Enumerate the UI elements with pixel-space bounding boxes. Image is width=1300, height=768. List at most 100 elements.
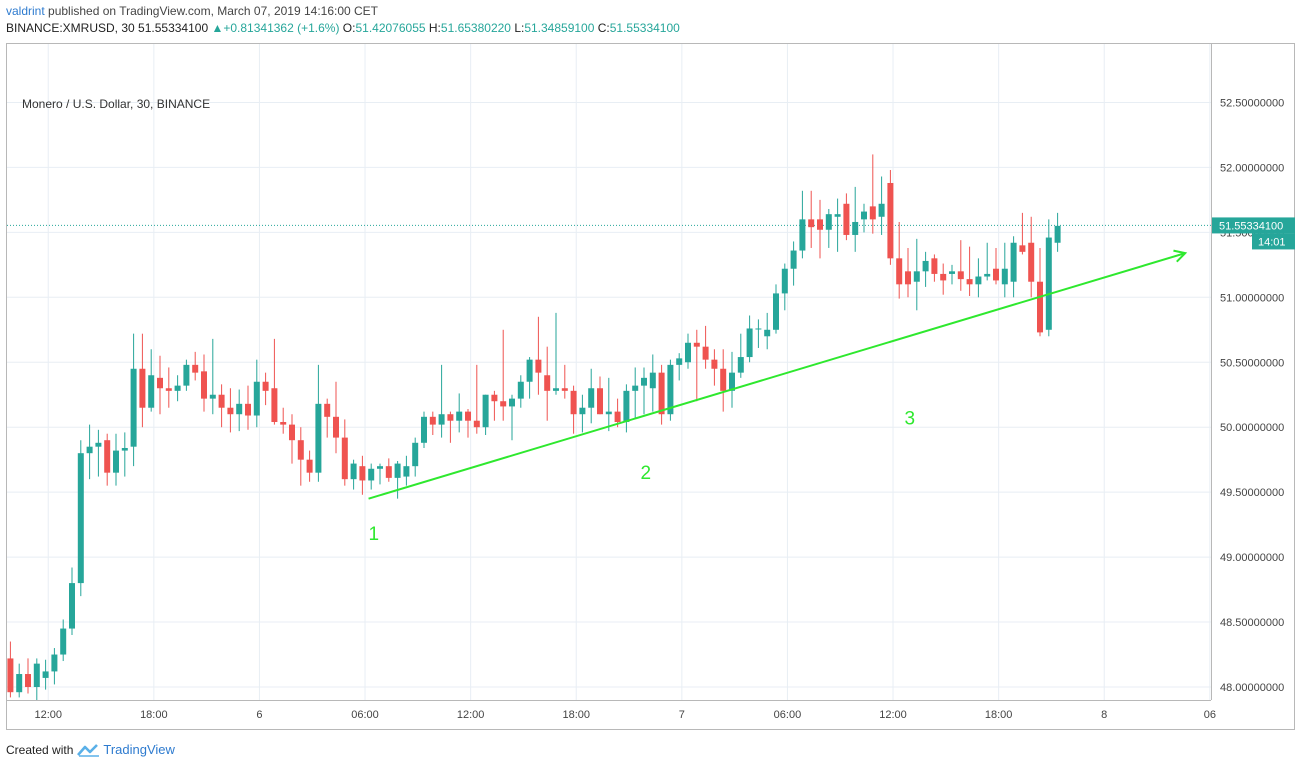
candle-body [799, 219, 806, 251]
candle [359, 455, 366, 495]
candle-body [465, 411, 471, 421]
candle [526, 357, 533, 399]
candle [579, 394, 586, 433]
candle-body [359, 466, 366, 481]
candle-body [869, 206, 876, 220]
tradingview-logo-icon [77, 743, 100, 757]
open-label: O: [342, 21, 356, 35]
candle-body [570, 390, 577, 415]
candle-body [271, 388, 278, 423]
candle-body [808, 219, 815, 228]
candle [253, 359, 260, 428]
candle [324, 398, 331, 438]
chart-title: Monero / U.S. Dollar, 30, BINANCE [22, 97, 211, 111]
candle-body [253, 381, 260, 416]
chart-frame[interactable]: 48.00000000 48.50000000 49.00000000 49.5000… [6, 43, 1295, 730]
candle-body [623, 390, 630, 423]
x-tick-label: 06:00 [351, 709, 379, 721]
candle-body [561, 388, 568, 391]
candle-body [130, 368, 137, 447]
candle [403, 455, 410, 486]
candle-body [16, 674, 23, 693]
candle-body [297, 440, 304, 460]
candle [808, 190, 815, 248]
candle [729, 351, 735, 408]
candle [51, 648, 58, 685]
candle-body [825, 214, 832, 230]
candle [95, 429, 102, 477]
candle-body [614, 411, 621, 423]
candle [1037, 247, 1043, 337]
candle [1010, 236, 1017, 298]
candle-body [984, 273, 991, 277]
candle-body [526, 359, 533, 382]
y-tick-label: 50.50000000 [1220, 357, 1284, 369]
candle-body [482, 394, 489, 428]
candle-body [720, 368, 727, 391]
low-value: 51.34859100 [524, 21, 595, 35]
candle-body [324, 403, 331, 417]
candle [104, 433, 111, 486]
candle-body [33, 663, 40, 688]
candle [949, 264, 955, 285]
candle [720, 349, 727, 412]
candle [333, 381, 339, 454]
candle [438, 364, 445, 438]
candle-body [878, 203, 885, 217]
candle-body [69, 583, 75, 629]
x-tick-label: 18:00 [562, 709, 590, 721]
candle [623, 384, 630, 433]
candle-body [535, 359, 542, 373]
candle [825, 208, 832, 248]
candle [1001, 242, 1008, 298]
candle-body [350, 463, 357, 480]
candle-body [1037, 281, 1043, 333]
x-tick-label: 06:00 [774, 709, 802, 721]
candle-body [940, 273, 947, 281]
candle-body [113, 450, 119, 473]
candle-body [764, 329, 771, 337]
candle [984, 242, 991, 281]
candle-body [1001, 268, 1008, 285]
candle [491, 390, 498, 421]
candle [245, 385, 251, 430]
candle-body [588, 388, 595, 408]
candle [385, 458, 392, 482]
up-arrow-icon: ▲ [211, 21, 224, 35]
price-chart[interactable]: 48.00000000 48.50000000 49.00000000 49.5000… [7, 44, 1296, 731]
candle [597, 376, 603, 415]
y-tick-label: 52.00000000 [1220, 162, 1284, 174]
candle-body [1054, 225, 1061, 243]
candle [16, 663, 23, 698]
candle-body [843, 203, 850, 235]
candle-body [597, 388, 603, 415]
tradingview-brand[interactable]: TradingView [103, 742, 175, 757]
candle [148, 349, 155, 412]
close-value: 51.55334100 [609, 21, 680, 35]
countdown-label: 14:01 [1258, 236, 1286, 248]
candle-body [165, 388, 172, 391]
candle-body [649, 372, 656, 389]
candle [605, 377, 612, 432]
candle-body [702, 346, 709, 360]
x-tick-label: 12:00 [457, 709, 485, 721]
candle-body [913, 271, 920, 282]
candle-body [377, 466, 383, 469]
y-tick-label: 51.00000000 [1220, 292, 1284, 304]
candle [711, 349, 718, 386]
author-link[interactable]: valdrint [6, 4, 45, 18]
candle-body [500, 401, 507, 407]
candle [790, 241, 797, 286]
candle [878, 176, 885, 235]
candle [306, 450, 313, 482]
candle [421, 411, 427, 448]
candle-body [121, 447, 128, 451]
candle [209, 338, 216, 415]
candle-body [711, 359, 718, 369]
candle [940, 263, 947, 295]
y-tick-label: 50.00000000 [1220, 422, 1284, 434]
annotation-label: 1 [369, 524, 380, 545]
trend-arrowhead [1173, 249, 1188, 263]
y-tick-label: 48.00000000 [1220, 682, 1284, 694]
y-tick-label: 52.50000000 [1220, 97, 1284, 109]
